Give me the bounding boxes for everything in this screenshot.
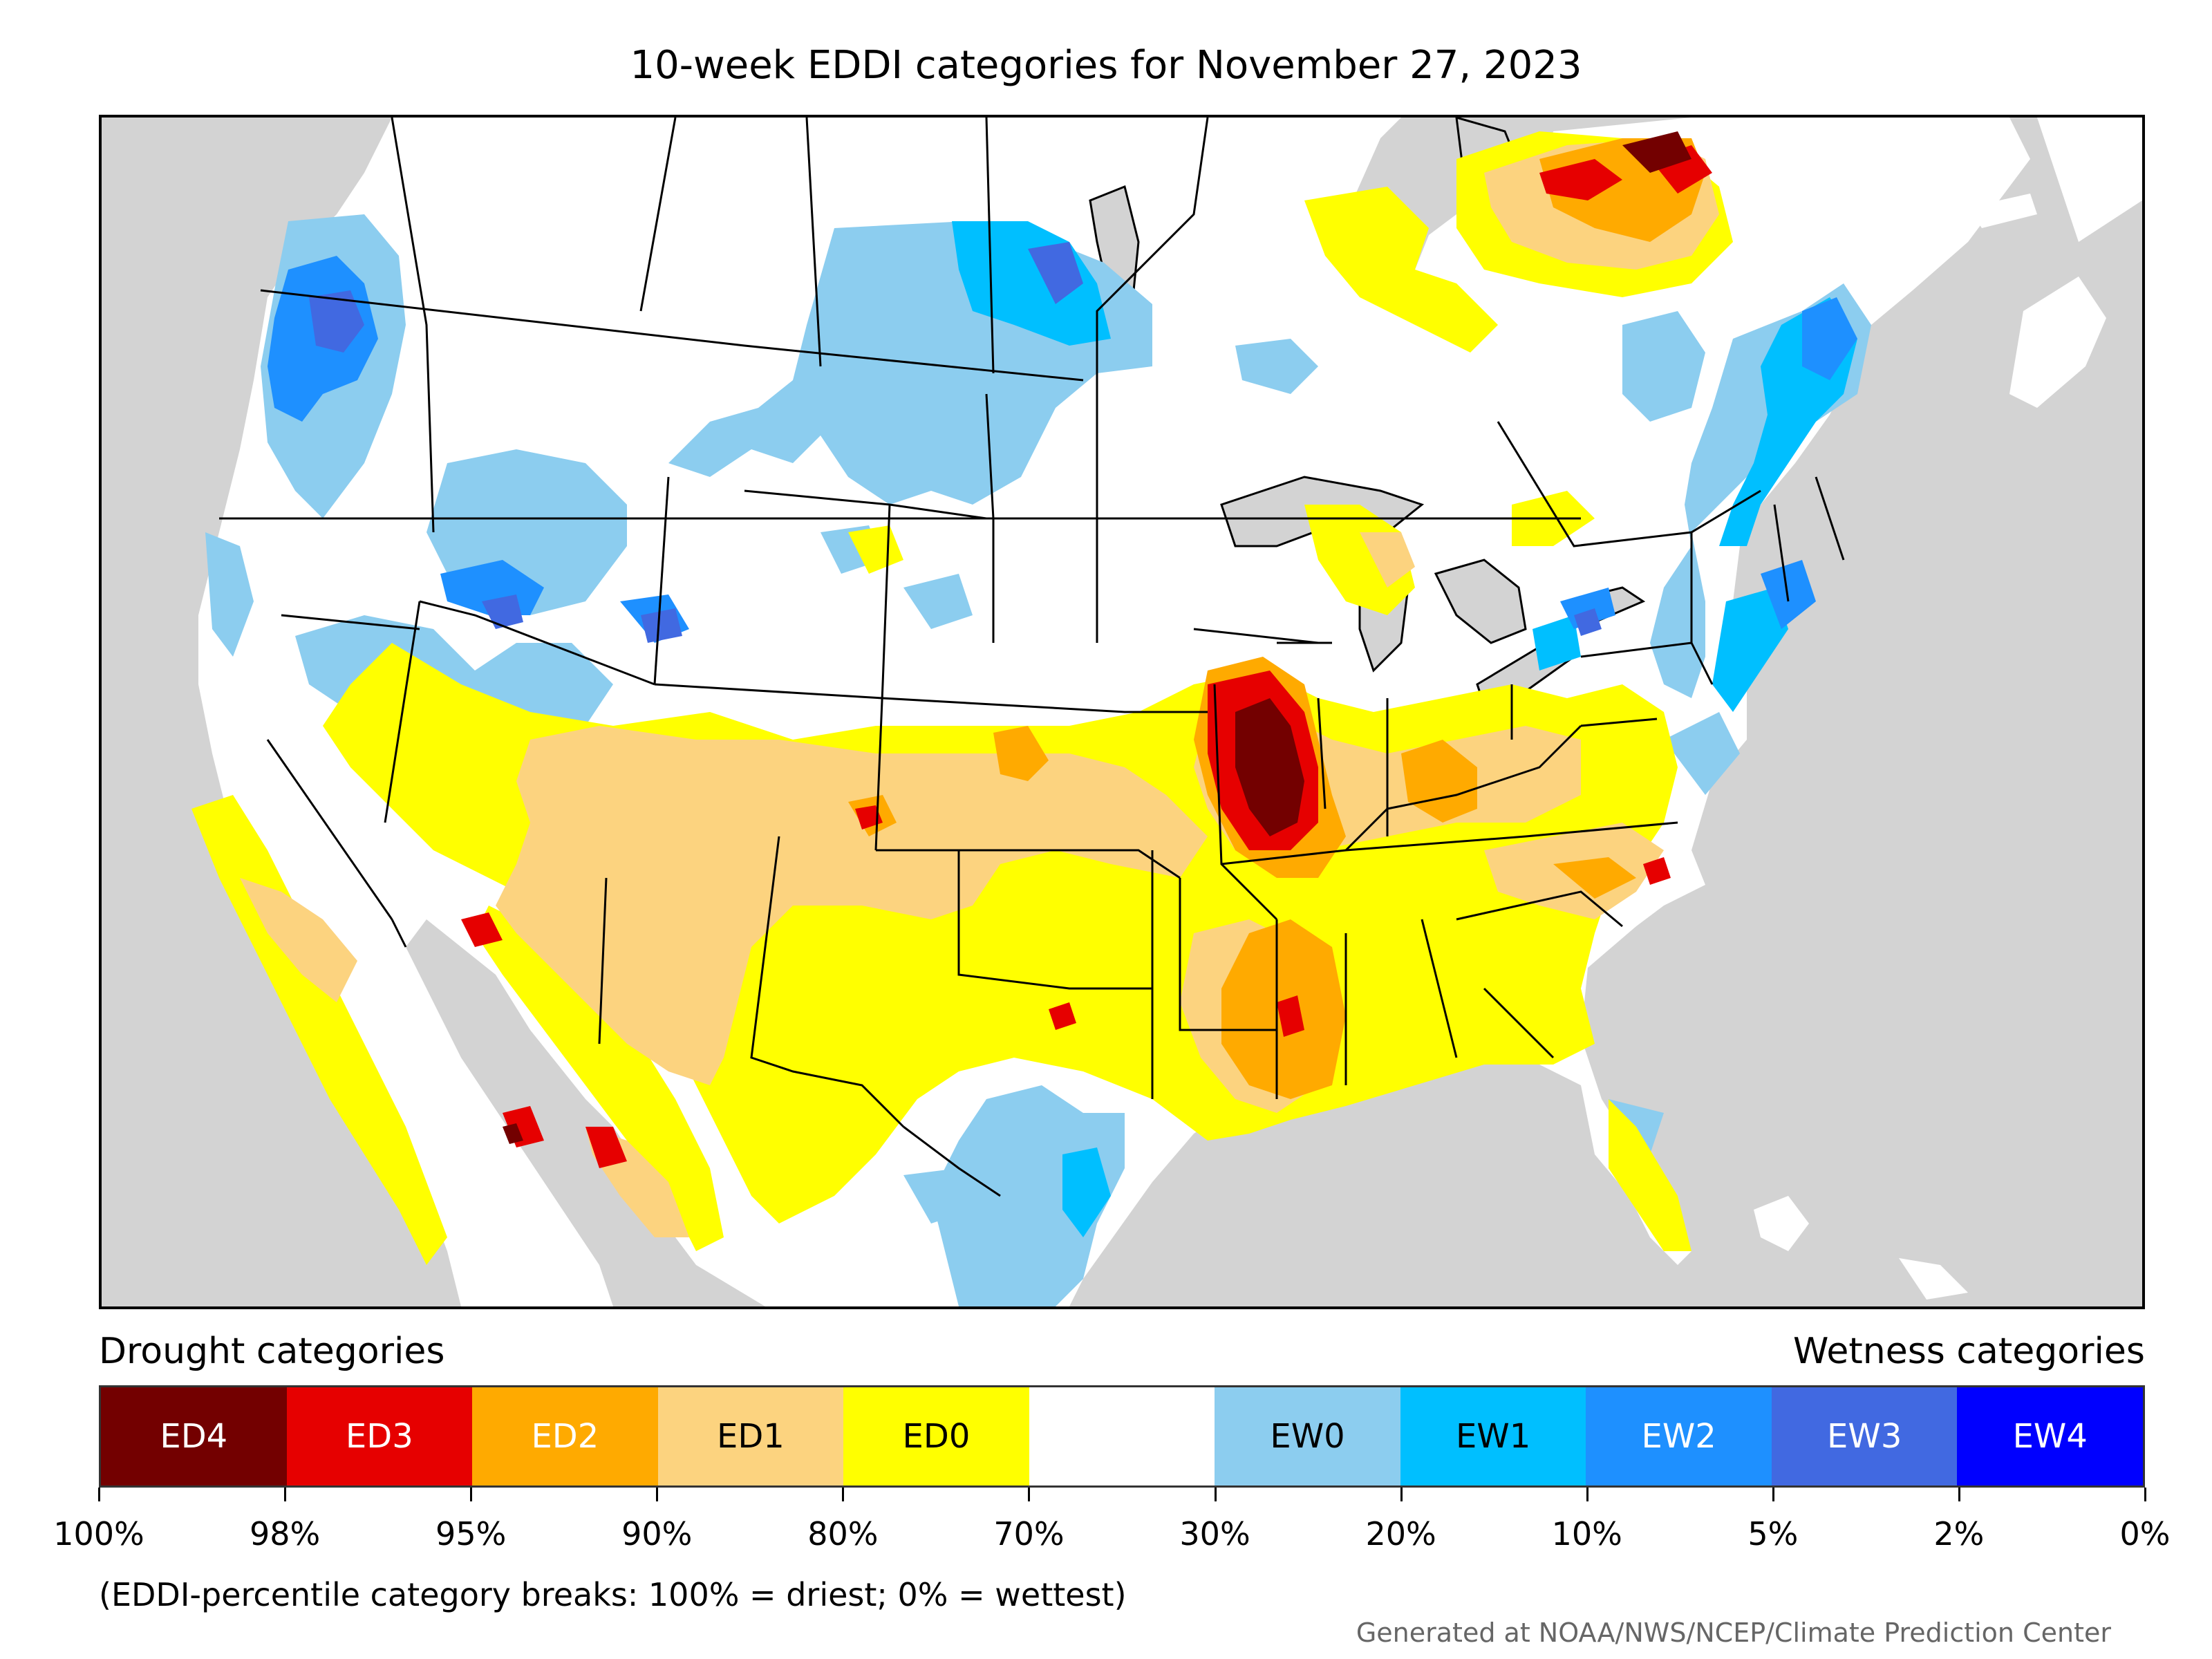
wetness-categories-label: Wetness categories xyxy=(1793,1331,2145,1372)
percentile-note: (EDDI-percentile category breaks: 100% =… xyxy=(99,1576,1127,1613)
legend-tick xyxy=(284,1488,287,1501)
legend-tick-label: 10% xyxy=(1551,1515,1622,1553)
legend-tick xyxy=(98,1488,100,1501)
legend-tick-label: 70% xyxy=(993,1515,1065,1553)
map-canvas xyxy=(191,118,2142,1306)
credit-line: Generated at NOAA/NWS/NCEP/Climate Predi… xyxy=(1356,1618,2111,1648)
legend-tick-label: 95% xyxy=(435,1515,507,1553)
legend-tick xyxy=(656,1488,659,1501)
map-title: 10-week EDDI categories for November 27,… xyxy=(630,43,1582,88)
drought-categories-label: Drought categories xyxy=(99,1331,445,1372)
legend-swatch-ed2: ED2 xyxy=(472,1387,658,1485)
legend-tick-label: 5% xyxy=(1747,1515,1799,1553)
legend-tick-label: 2% xyxy=(1933,1515,1985,1553)
legend-tick xyxy=(1772,1488,1774,1501)
eddi-regions xyxy=(191,131,1871,1306)
legend-swatch-ew1: EW1 xyxy=(1400,1387,1586,1485)
legend-tick xyxy=(470,1488,473,1501)
legend-tick-label: 80% xyxy=(807,1515,879,1553)
legend-tick xyxy=(1958,1488,1960,1501)
legend-swatch-ew4: EW4 xyxy=(1957,1387,2144,1485)
legend-tick xyxy=(1028,1488,1031,1501)
legend-swatch-ed1: ED1 xyxy=(657,1387,844,1485)
eddi-map xyxy=(99,115,2145,1309)
legend-tick xyxy=(2144,1488,2146,1501)
category-legend-bar: ED4 ED3 ED2 ED1 ED0 EW0 EW1 EW2 EW3 EW4 xyxy=(99,1385,2145,1488)
legend-tick xyxy=(1586,1488,1588,1501)
legend-swatch-ed3: ED3 xyxy=(286,1387,473,1485)
legend-tick xyxy=(1214,1488,1217,1501)
legend-tick xyxy=(842,1488,845,1501)
legend-tick-label: 98% xyxy=(249,1515,321,1553)
legend-swatch-ew3: EW3 xyxy=(1771,1387,1958,1485)
legend-swatch-ew2: EW2 xyxy=(1586,1387,1772,1485)
legend-swatch-ed0: ED0 xyxy=(843,1387,1029,1485)
legend-tick-label: 20% xyxy=(1365,1515,1436,1553)
legend-tick-label: 30% xyxy=(1179,1515,1250,1553)
legend-swatch-ed4: ED4 xyxy=(101,1387,287,1485)
legend-tick-label: 0% xyxy=(2119,1515,2171,1553)
legend-tick xyxy=(1400,1488,1403,1501)
legend-swatch-ew0: EW0 xyxy=(1215,1387,1400,1485)
legend-tick-label: 100% xyxy=(53,1515,144,1553)
legend-ticks xyxy=(98,1488,2146,1501)
legend-swatch-neutral xyxy=(1029,1387,1215,1485)
boundaries xyxy=(219,118,1845,1197)
legend-tick-label: 90% xyxy=(621,1515,693,1553)
legend-tick-labels: 100% 98% 95% 90% 80% 70% 30% 20% 10% 5% 2% 0% xyxy=(53,1515,2170,1557)
